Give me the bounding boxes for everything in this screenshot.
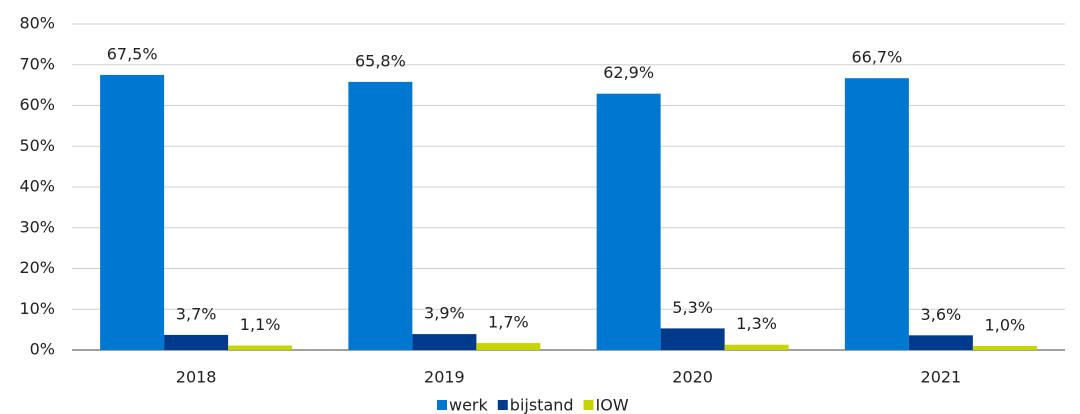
bar	[596, 93, 661, 351]
legend-swatch	[497, 400, 508, 410]
x-tick-label: 2019	[424, 368, 465, 387]
bar	[844, 78, 909, 350]
data-label: 1,1%	[240, 315, 281, 334]
legend-swatch	[583, 400, 594, 410]
y-tick-label: 80%	[19, 14, 55, 33]
bar	[724, 344, 789, 350]
y-tick-label: 10%	[19, 299, 55, 318]
bar	[972, 345, 1037, 350]
legend-label: werk	[449, 396, 489, 414]
data-label: 66,7%	[851, 48, 902, 67]
legend-label: IOW	[596, 396, 629, 414]
y-tick-label: 40%	[19, 177, 55, 196]
x-tick-label: 2018	[176, 368, 217, 387]
data-label: 1,3%	[736, 314, 777, 333]
data-label: 5,3%	[672, 298, 713, 317]
bar	[908, 335, 973, 350]
data-label: 67,5%	[107, 44, 158, 63]
x-tick-label: 2021	[921, 368, 962, 387]
bar	[348, 81, 413, 351]
bar	[100, 74, 165, 350]
legend-label: bijstand	[510, 396, 574, 414]
bar	[660, 328, 725, 350]
bar	[412, 334, 477, 350]
data-label: 65,8%	[355, 51, 406, 70]
data-label: 3,6%	[921, 305, 962, 324]
legend-swatch	[437, 400, 447, 410]
y-tick-label: 0%	[30, 340, 55, 359]
data-label: 1,7%	[488, 313, 529, 332]
data-label: 62,9%	[603, 63, 654, 82]
y-tick-label: 60%	[19, 95, 55, 114]
data-label: 3,9%	[424, 304, 465, 323]
y-tick-label: 20%	[19, 258, 55, 277]
bar	[164, 334, 229, 350]
bar	[476, 343, 541, 350]
x-tick-label: 2020	[672, 368, 713, 387]
y-tick-label: 50%	[19, 136, 55, 155]
data-label: 1,0%	[985, 315, 1026, 334]
data-label: 3,7%	[176, 304, 217, 323]
bar	[228, 345, 293, 350]
y-tick-label: 70%	[19, 54, 55, 73]
y-tick-label: 30%	[19, 217, 55, 236]
